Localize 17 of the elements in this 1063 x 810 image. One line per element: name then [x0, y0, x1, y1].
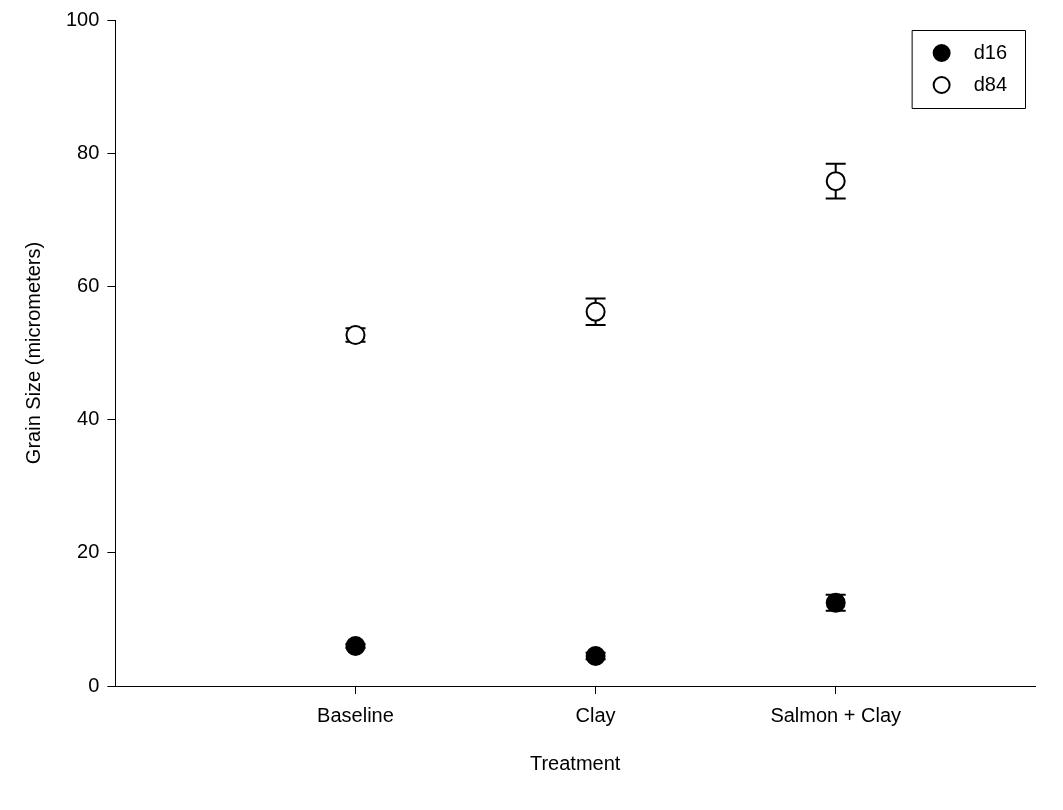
y-tick-label: 100: [65, 7, 100, 30]
legend-label: d84: [973, 72, 1008, 95]
y-tick-label: 40: [77, 407, 100, 430]
point: [825, 171, 846, 192]
y-tick-label: 20: [77, 540, 100, 563]
point: [585, 301, 606, 322]
point: [585, 646, 606, 667]
point: [345, 636, 366, 657]
y-tick-label: 60: [77, 273, 100, 296]
x-axis-title: Treatment: [529, 751, 621, 774]
legend-label: d16: [973, 40, 1008, 63]
x-tick-label: Salmon + Clay: [770, 703, 902, 726]
y-tick-label: 80: [77, 140, 100, 163]
y-tick-label: 0: [88, 673, 100, 696]
y-axis-title: Grain Size (micrometers): [21, 241, 44, 465]
x-tick-label: Clay: [575, 703, 616, 726]
x-tick-label: Baseline: [317, 703, 394, 726]
